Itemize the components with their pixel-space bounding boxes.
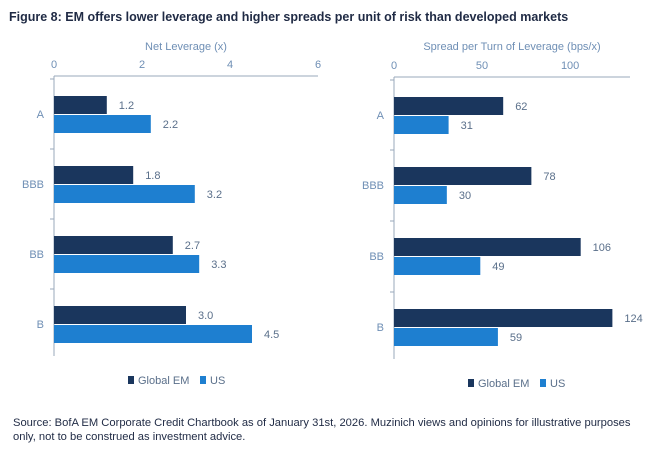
chart1-bar-us (54, 115, 151, 133)
chart2-bar-global-em (394, 167, 532, 185)
chart2-data-label: 59 (510, 332, 522, 344)
chart2-category-label: A (377, 110, 385, 122)
chart1-legend-swatch (200, 376, 206, 384)
chart1-bar-global-em (54, 96, 107, 114)
source-note: Source: BofA EM Corporate Credit Chartbo… (13, 417, 631, 443)
figure-title: Figure 8: EM offers lower leverage and h… (9, 10, 569, 24)
chart1-data-label: 2.7 (185, 240, 200, 252)
chart2-category-label: B (377, 322, 384, 334)
chart2-tick-label: 50 (476, 60, 488, 72)
chart1-legend-label: US (210, 375, 225, 387)
chart1-category-label: BBB (22, 179, 44, 191)
chart1-category-label: A (37, 109, 45, 121)
chart1-bar-global-em (54, 306, 186, 324)
chart1-data-label: 1.8 (145, 170, 160, 182)
chart1-bar-us (54, 255, 200, 273)
chart2-legend-label: US (550, 378, 565, 390)
chart2-bar-global-em (394, 238, 581, 256)
chart2-bar-us (394, 116, 449, 134)
chart2-bar-us (394, 257, 481, 275)
chart1-tick-label: 0 (51, 59, 57, 71)
chart1-data-label: 1.2 (119, 100, 134, 112)
chart2-legend-swatch (540, 379, 546, 387)
charts-canvas: Net Leverage (x)0 2 4 6A1.22.2BBB1.83.2BB2.… (22, 41, 643, 390)
chart2-axis-title: Spread per Turn of Leverage (bps/x) (423, 41, 600, 53)
chart1-bar-us (54, 325, 252, 343)
chart1-axis-title: Net Leverage (x) (145, 41, 227, 53)
chart1-bar-global-em (54, 236, 173, 254)
chart2-tick-label: 0 (391, 60, 397, 72)
chart2-bar-us (394, 186, 447, 204)
chart2-legend-label: Global EM (478, 378, 529, 390)
chart2-bar-us (394, 328, 498, 346)
chart2-data-label: 49 (492, 261, 504, 273)
chart2-data-label: 106 (593, 242, 611, 254)
chart2-category-label: BBB (362, 180, 384, 192)
chart1-category-label: BB (29, 249, 44, 261)
chart1-tick-label: 2 (139, 59, 145, 71)
chart2-tick-label: 100 (561, 60, 579, 72)
chart2-data-label: 124 (624, 313, 642, 325)
chart2-data-label: 78 (543, 171, 555, 183)
chart1-bar-global-em (54, 166, 134, 184)
chart1-category-label: B (37, 319, 44, 331)
chart2-data-label: 62 (515, 101, 527, 113)
chart1-legend-swatch (128, 376, 134, 384)
chart2-legend-swatch (468, 379, 474, 387)
chart2-data-label: 30 (459, 190, 471, 202)
chart2-category-label: BB (369, 251, 384, 263)
chart1-tick-label: 6 (315, 59, 321, 71)
chart1-data-label: 4.5 (264, 329, 279, 341)
chart1-bar-us (54, 185, 195, 203)
chart1-data-label: 3.3 (211, 259, 226, 271)
chart1-data-label: 3.2 (207, 189, 222, 201)
chart1-data-label: 3.0 (198, 310, 213, 322)
chart2-bar-global-em (394, 97, 504, 115)
chart1-legend-label: Global EM (138, 375, 189, 387)
chart2-data-label: 31 (461, 120, 473, 132)
chart2-bar-global-em (394, 309, 613, 327)
chart1-data-label: 2.2 (163, 119, 178, 131)
chart1-tick-label: 4 (227, 59, 233, 71)
